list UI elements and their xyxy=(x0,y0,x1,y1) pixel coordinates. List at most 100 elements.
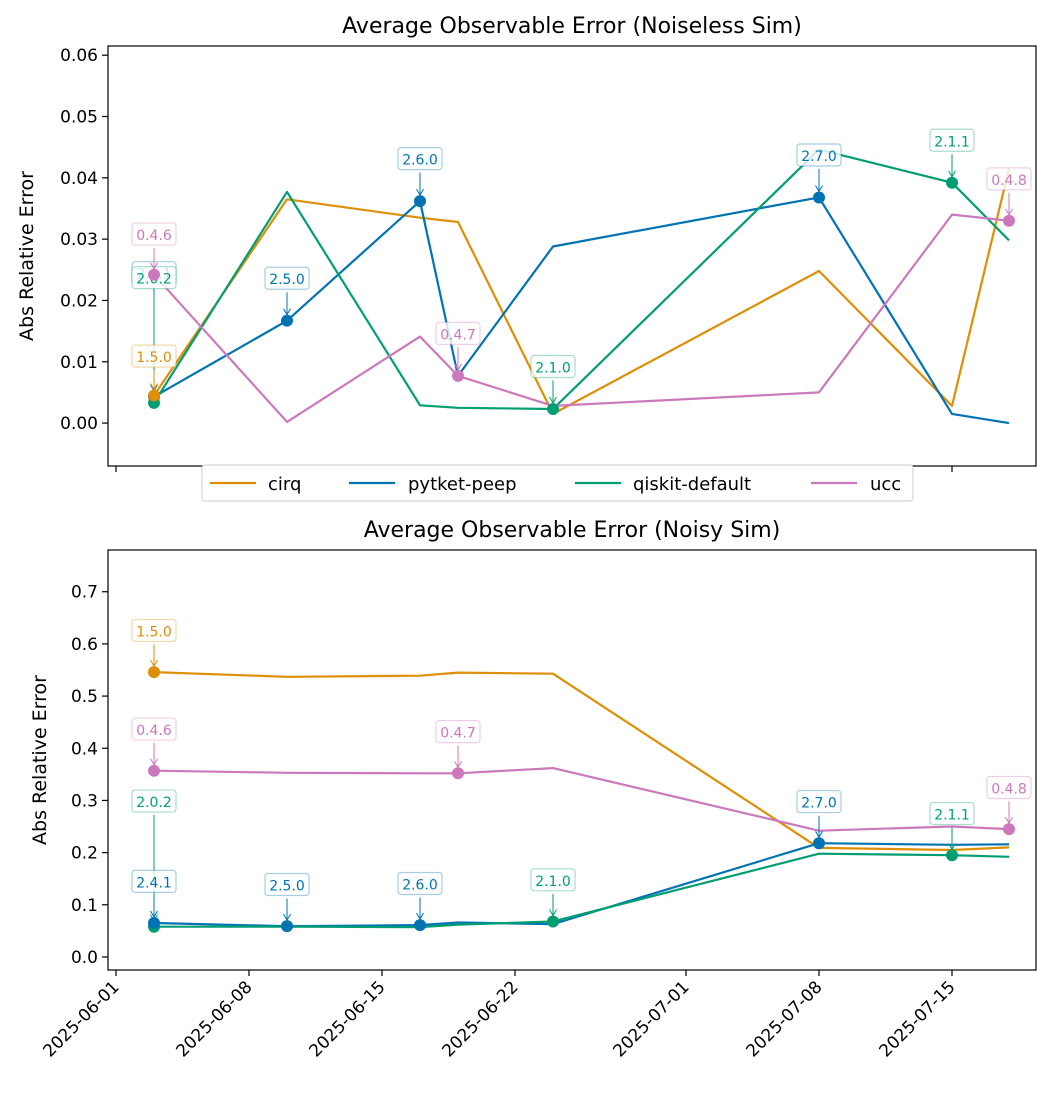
annotation-label: 0.4.6 xyxy=(136,228,172,244)
release-marker xyxy=(547,915,559,928)
release-marker xyxy=(414,195,426,208)
y-tick-label: 0.05 xyxy=(60,108,98,128)
y-axis-label: Abs Relative Error xyxy=(16,171,38,341)
legend-label: pytket-peep xyxy=(408,474,517,495)
annotation-box xyxy=(264,266,310,290)
release-marker xyxy=(148,764,160,777)
annotation-box xyxy=(435,720,481,744)
release-annotation: 0.4.8 xyxy=(986,167,1032,227)
release-annotation: 0.4.7 xyxy=(435,321,481,382)
series-line-ucc xyxy=(153,213,1010,423)
plot-frame xyxy=(107,549,1037,971)
legend: cirq pytket-peep qiskit-default ucc xyxy=(201,464,914,502)
annotation-label: 2.1.0 xyxy=(535,361,571,377)
y-tick-label: 0.6 xyxy=(71,635,98,655)
annotation-label: 2.1.0 xyxy=(535,874,571,890)
annotation-box xyxy=(986,167,1032,191)
series-line-cirq xyxy=(153,168,1011,415)
y-tick-label: 0.00 xyxy=(60,414,98,434)
series-line-qiskit-default xyxy=(154,852,1010,929)
release-annotation: 2.6.0 xyxy=(397,147,443,208)
release-marker xyxy=(281,920,293,933)
y-tick-label: 0.2 xyxy=(71,844,98,864)
chart-noisy: Average Observable Error (Noisy Sim) Abs… xyxy=(29,518,1037,1061)
y-tick-label: 0.01 xyxy=(60,353,98,373)
y-tick-label: 0.7 xyxy=(71,583,98,603)
legend-entry-qiskit-default: qiskit-default xyxy=(575,474,751,495)
annotation-box xyxy=(986,775,1032,800)
annotation-label: 2.7.0 xyxy=(801,796,837,812)
y-tick-label: 0.4 xyxy=(71,739,98,759)
chart-noiseless: Average Observable Error (Noiseless Sim)… xyxy=(16,14,1037,472)
annotation-box xyxy=(131,869,177,893)
annotation-arrowhead xyxy=(549,909,557,917)
annotation-arrowhead xyxy=(815,830,823,839)
annotation-box xyxy=(131,717,177,741)
release-marker xyxy=(452,767,464,780)
release-marker xyxy=(148,268,160,281)
annotation-label: 0.4.7 xyxy=(440,726,476,742)
x-tick-label: 2025-06-01 xyxy=(40,977,124,1061)
release-marker xyxy=(946,176,958,189)
annotation-label: 2.5.0 xyxy=(269,272,305,288)
annotation-arrowhead xyxy=(454,761,462,769)
x-tick-label: 2025-07-01 xyxy=(610,977,694,1061)
release-annotation: 2.1.1 xyxy=(929,801,975,862)
release-annotation: 1.5.0 xyxy=(131,618,177,679)
y-tick-label: 0.1 xyxy=(71,896,98,916)
y-tick-label: 0.03 xyxy=(60,230,98,250)
annotation-arrowhead xyxy=(150,383,158,391)
annotation-label: 0.4.6 xyxy=(136,723,172,739)
annotation-box xyxy=(530,354,576,379)
chart-title: Average Observable Error (Noisy Sim) xyxy=(364,518,781,543)
annotation-box xyxy=(397,147,443,171)
annotation-label: 2.7.0 xyxy=(801,149,837,165)
series-line-pytket-peep xyxy=(153,196,1010,425)
release-annotation: 0.4.6 xyxy=(131,222,177,281)
release-marker xyxy=(946,849,958,862)
annotation-label: 1.5.0 xyxy=(136,624,172,640)
release-annotation: 1.5.0 xyxy=(131,344,177,402)
release-annotation: 2.4.1 xyxy=(131,869,177,930)
y-tick-label: 0.3 xyxy=(71,791,98,811)
annotation-arrowhead xyxy=(1005,816,1013,825)
series-line-cirq xyxy=(153,671,1010,852)
release-marker xyxy=(1003,214,1015,227)
legend-label: ucc xyxy=(870,474,901,495)
release-annotation: 2.5.0 xyxy=(264,872,310,933)
plot-area-noiseless: 0.000.010.020.030.040.050.062.4.12.0.21.… xyxy=(60,46,1032,472)
annotation-box xyxy=(397,871,443,896)
annotation-arrowhead xyxy=(815,185,823,193)
annotation-box xyxy=(131,344,177,368)
annotation-box xyxy=(796,143,842,167)
y-axis-label: Abs Relative Error xyxy=(29,675,51,845)
annotation-box xyxy=(131,222,177,246)
release-marker xyxy=(148,917,160,930)
legend-entry-pytket-peep: pytket-peep xyxy=(349,474,517,495)
release-annotation: 0.4.8 xyxy=(986,775,1032,836)
annotation-arrowhead xyxy=(416,188,424,197)
series-line-qiskit-default xyxy=(153,148,1010,411)
annotation-box xyxy=(929,128,975,152)
annotation-label: 2.1.1 xyxy=(934,134,970,150)
annotation-label: 2.1.1 xyxy=(934,808,970,824)
annotation-label: 2.6.0 xyxy=(402,877,438,893)
legend-box xyxy=(201,464,914,502)
annotation-box xyxy=(435,321,481,346)
plot-area-noisy: 0.0 0.1 0.2 0.3 0.4 0.5 0.6 0.7 2025-06-01 2025-0… xyxy=(40,583,1032,1061)
release-marker xyxy=(813,837,825,850)
y-tick-label: 0.0 xyxy=(71,948,98,968)
release-annotation: 2.7.0 xyxy=(796,143,842,204)
x-tick-label: 2025-07-08 xyxy=(743,977,827,1061)
x-tick-label: 2025-07-15 xyxy=(876,977,960,1061)
annotation-box xyxy=(131,789,177,813)
release-annotation: 2.6.0 xyxy=(397,871,443,932)
annotation-label: 2.0.2 xyxy=(136,795,172,811)
annotation-label: 2.4.1 xyxy=(136,875,172,891)
release-marker xyxy=(813,191,825,204)
annotation-arrowhead xyxy=(150,910,158,919)
release-annotation: 0.4.6 xyxy=(131,717,177,777)
legend-entry-cirq: cirq xyxy=(210,474,301,495)
annotation-box xyxy=(264,872,310,897)
